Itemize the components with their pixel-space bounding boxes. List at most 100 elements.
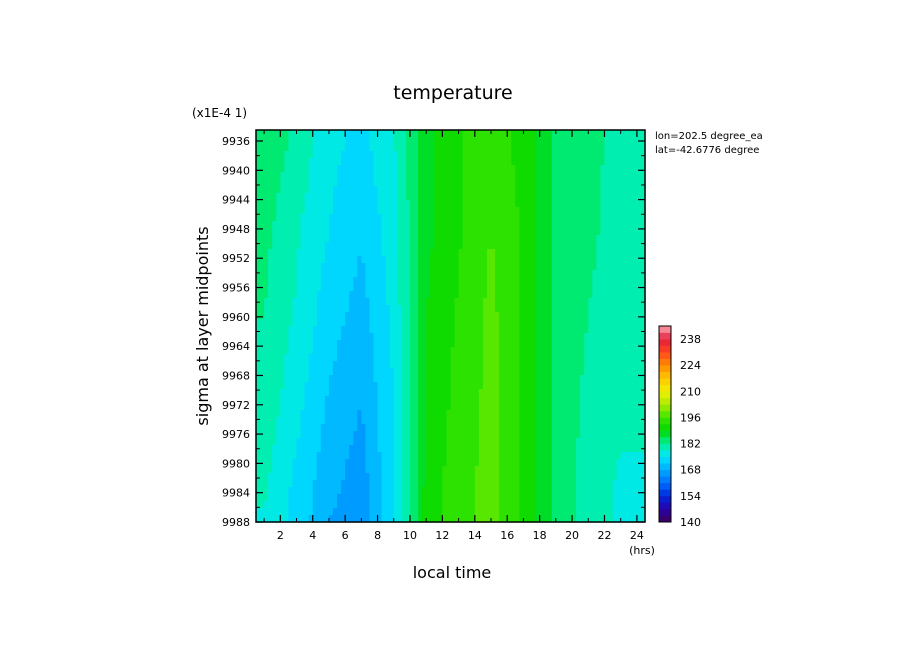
heatmap-cell (454, 445, 460, 453)
heatmap-cell (332, 354, 338, 362)
heatmap-cell (503, 249, 508, 257)
heatmap-cell (470, 361, 476, 369)
heatmap-cell (527, 354, 533, 362)
heatmap-cell (397, 424, 403, 432)
heatmap-cell (535, 263, 541, 271)
heatmap-cell (341, 158, 346, 166)
heatmap-cell (414, 410, 419, 418)
heatmap-cell (551, 277, 557, 285)
heatmap-cell (624, 396, 630, 404)
heatmap-cell (332, 221, 338, 229)
heatmap-cell (559, 305, 565, 313)
heatmap-cell (260, 445, 265, 453)
heatmap-cell (568, 312, 573, 320)
heatmap-cell (385, 424, 391, 432)
heatmap-cell (268, 137, 273, 145)
heatmap-cell (616, 186, 622, 194)
heatmap-cell (563, 305, 569, 313)
heatmap-cell (276, 151, 281, 159)
heatmap-cell (405, 249, 411, 257)
heatmap-cell (620, 382, 626, 390)
heatmap-cell (572, 221, 577, 229)
heatmap-cell (385, 312, 391, 320)
heatmap-cell (385, 130, 391, 138)
heatmap-cell (316, 452, 322, 460)
heatmap-cell (385, 228, 391, 236)
heatmap-cell (503, 403, 508, 411)
heatmap-cell (328, 165, 334, 173)
heatmap-cell (268, 333, 273, 341)
heatmap-cell (276, 165, 281, 173)
heatmap-cell (515, 396, 520, 404)
heatmap-cell (600, 452, 606, 460)
heatmap-cell (414, 284, 419, 292)
heatmap-cell (572, 466, 577, 474)
heatmap-cell (320, 375, 326, 383)
heatmap-cell (397, 403, 403, 411)
heatmap-cell (381, 263, 387, 271)
heatmap-cell (559, 452, 565, 460)
heatmap-cell (559, 319, 565, 327)
heatmap-cell (592, 151, 597, 159)
heatmap-cell (341, 424, 346, 432)
heatmap-cell (280, 424, 285, 432)
heatmap-cell (345, 438, 350, 446)
heatmap-cell (515, 298, 520, 306)
heatmap-cell (385, 172, 391, 180)
heatmap-cell (365, 277, 371, 285)
heatmap-cell (486, 165, 492, 173)
heatmap-cell (268, 396, 273, 404)
heatmap-cell (434, 354, 439, 362)
heatmap-cell (462, 137, 468, 145)
heatmap-cell (316, 459, 322, 467)
heatmap-cell (442, 228, 448, 236)
heatmap-cell (491, 333, 496, 341)
heatmap-cell (632, 130, 638, 138)
heatmap-cell (474, 319, 480, 327)
heatmap-cell (624, 165, 630, 173)
heatmap-cell (280, 214, 285, 222)
heatmap-cell (324, 403, 330, 411)
heatmap-cell (543, 382, 549, 390)
heatmap-cell (454, 368, 460, 376)
heatmap-cell (300, 305, 306, 313)
heatmap-cell (304, 368, 310, 376)
heatmap-cell (511, 375, 516, 383)
heatmap-cell (385, 487, 391, 495)
heatmap-cell (381, 186, 387, 194)
heatmap-cell (422, 214, 427, 222)
heatmap-cell (458, 354, 464, 362)
heatmap-cell (486, 480, 492, 488)
heatmap-cell (563, 417, 569, 425)
heatmap-cell (454, 410, 460, 418)
heatmap-cell (466, 459, 472, 467)
heatmap-cell (345, 221, 350, 229)
heatmap-cell (600, 172, 606, 180)
heatmap-cell (316, 396, 322, 404)
heatmap-cell (312, 417, 318, 425)
heatmap-cell (405, 480, 411, 488)
heatmap-cell (405, 130, 411, 138)
heatmap-cell (624, 277, 630, 285)
heatmap-cell (324, 298, 330, 306)
heatmap-cell (324, 221, 330, 229)
heatmap-cell (272, 459, 277, 467)
heatmap-cell (280, 431, 285, 439)
heatmap-cell (300, 459, 306, 467)
heatmap-cell (523, 158, 529, 166)
heatmap-cell (369, 354, 375, 362)
heatmap-cell (462, 473, 468, 481)
heatmap-cell (450, 326, 456, 334)
heatmap-cell (547, 403, 553, 411)
heatmap-cell (308, 130, 314, 138)
heatmap-cell (523, 382, 529, 390)
heatmap-cell (422, 361, 427, 369)
heatmap-cell (405, 305, 411, 313)
heatmap-cell (531, 382, 537, 390)
heatmap-cell (385, 144, 391, 152)
heatmap-cell (559, 221, 565, 229)
heatmap-cell (316, 438, 322, 446)
heatmap-cell (507, 347, 512, 355)
heatmap-cell (418, 389, 423, 397)
heatmap-cell (365, 214, 371, 222)
